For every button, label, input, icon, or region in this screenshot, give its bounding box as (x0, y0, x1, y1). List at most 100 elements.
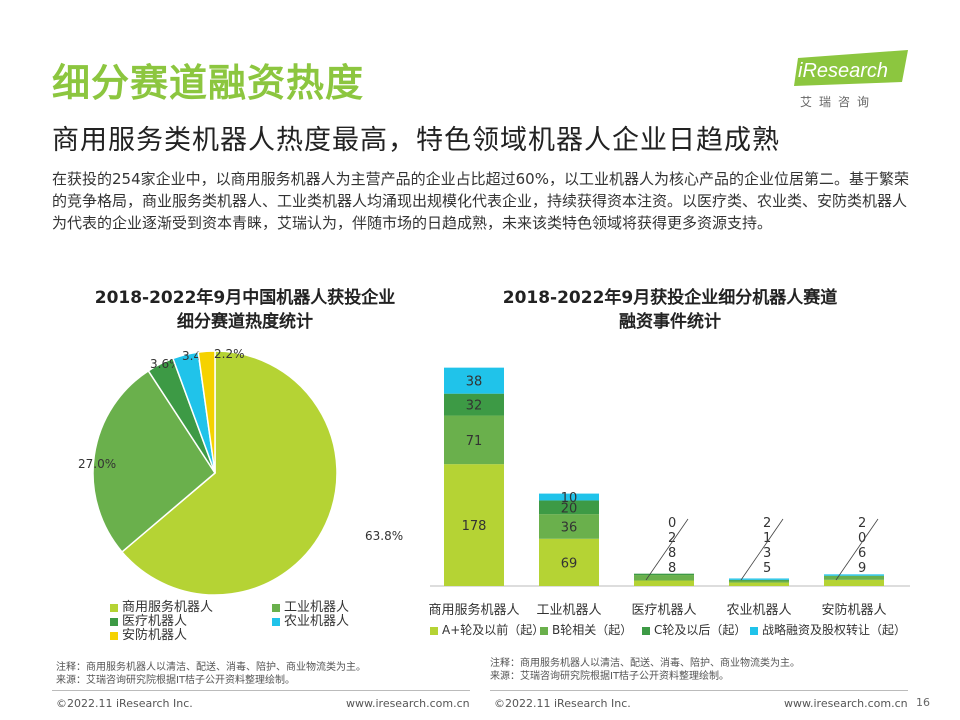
pie-chart: 63.8%27.0%3.6%3.4% 2.2% (78, 347, 403, 595)
pie-chart-title: 2018-2022年9月中国机器人获投企业 细分赛道热度统计 (70, 286, 420, 334)
pie-slice-2 (92, 369, 216, 553)
iresearch-logo (794, 50, 908, 86)
pie-slice-label-1: 63.8% (365, 529, 403, 543)
legend-swatch (110, 631, 118, 640)
footer-copyright-right: ©2022.11 iResearch Inc. (494, 697, 631, 710)
bar-segment-4-4 (729, 578, 789, 580)
bar-leader-line-4 (740, 518, 784, 581)
pie-title-line2: 细分赛道热度统计 (177, 312, 313, 332)
left-source: 来源：艾瑞咨询研究院根据IT桔子公开资料整理绘制。 (56, 675, 296, 686)
bar-segment-2-1 (539, 538, 599, 586)
bar-value-label-2-2: 36 (561, 520, 578, 535)
bar-value-label-1-1: 178 (462, 519, 487, 534)
bar-segment-1-4 (444, 367, 504, 394)
legend-swatch (110, 617, 118, 626)
legend-swatch (430, 626, 438, 635)
bar-category-label-2: 工业机器人 (536, 603, 601, 618)
right-source: 来源：艾瑞咨询研究院根据IT桔子公开资料整理绘制。 (490, 671, 730, 682)
bar-value-label-1-3: 32 (466, 399, 483, 414)
bar-segment-2-2 (539, 514, 599, 539)
right-note: 注释：商用服务机器人以清洁、配送、消毒、陪护、商业物流类为主。 (490, 658, 800, 669)
bar-segment-5-2 (824, 575, 884, 580)
bar-chart-title: 2018-2022年9月获投企业细分机器人赛道 融资事件统计 (470, 286, 870, 334)
page-title: 细分赛道融资热度 (52, 61, 365, 105)
bar-segment-5-4 (824, 574, 884, 576)
legend-label: 安防机器人 (122, 628, 188, 643)
footer-url-right: www.iresearch.com.cn (784, 697, 908, 710)
bar-chart: 178713238商用服务机器人69362010工业机器人0288医疗机器人21… (428, 367, 910, 618)
pie-legend-item-3: 医疗机器人 (110, 610, 187, 629)
bar-segment-5-1 (824, 579, 884, 586)
legend-swatch (750, 626, 758, 635)
pie-legend-item-5: 安防机器人 (110, 624, 187, 643)
legend-label: 商用服务机器人 (122, 600, 214, 615)
legend-swatch (272, 603, 280, 612)
bar-legend-item-3: C轮及以后（起） (642, 621, 746, 638)
page-subtitle: 商用服务类机器人热度最高，特色领域机器人企业日趋成熟 (52, 125, 780, 156)
footer-copyright-left: ©2022.11 iResearch Inc. (56, 697, 193, 710)
bar-segment-3-2 (634, 575, 694, 581)
bar-category-label-3: 医疗机器人 (631, 603, 696, 618)
bar-legend-item-4: 战略融资及股权转让（起） (750, 621, 906, 638)
bar-segment-2-4 (539, 493, 599, 501)
bar-value-label-3-1: 8 (668, 561, 676, 576)
pie-slice-label-5: 2.2% (214, 347, 245, 361)
bar-value-label-3-3: 2 (668, 531, 676, 546)
legend-label: 战略融资及股权转让（起） (762, 623, 907, 637)
body-paragraph: 在获投的254家企业中，以商用服务机器人为主营产品的企业占比超过60%，以工业机… (52, 170, 909, 232)
legend-swatch (272, 617, 280, 626)
bar-segment-4-3 (729, 579, 789, 581)
bar-value-label-1-4: 38 (466, 375, 483, 390)
bar-leader-line-3 (645, 518, 689, 581)
bar-segment-2-3 (539, 500, 599, 515)
bar-segment-4-1 (729, 582, 789, 586)
bar-value-label-5-3: 0 (858, 531, 866, 546)
pie-title-line1: 2018-2022年9月中国机器人获投企业 (94, 288, 396, 308)
bar-value-label-2-4: 10 (561, 491, 578, 506)
bar-value-label-2-1: 69 (561, 556, 578, 571)
bar-value-label-5-2: 6 (858, 546, 866, 561)
bar-segment-4-2 (729, 580, 789, 583)
logo-cn-text: 艾瑞咨询 (800, 95, 877, 109)
legend-swatch (540, 626, 548, 635)
bar-segment-1-2 (444, 415, 504, 465)
footer-divider-left (52, 690, 470, 691)
bar-value-label-4-1: 5 (763, 561, 771, 576)
pie-slice-label-2: 27.0% (78, 457, 116, 471)
bar-segment-1-1 (444, 464, 504, 586)
legend-label: C轮及以后（起） (654, 623, 747, 637)
bar-value-label-4-4: 2 (763, 516, 771, 531)
logo-text: iResearch (798, 60, 889, 82)
bar-value-label-5-4: 2 (858, 516, 866, 531)
legend-label: B轮相关（起） (552, 623, 633, 637)
page-number: 16 (916, 696, 930, 709)
pie-slice-5 (197, 350, 216, 474)
bar-value-label-2-3: 20 (561, 501, 578, 516)
pie-slice-label-3: 3.6% (150, 357, 181, 371)
bar-category-label-4: 农业机器人 (726, 603, 791, 618)
bar-legend-item-2: B轮相关（起） (540, 621, 632, 638)
bar-category-label-5: 安防机器人 (821, 602, 886, 618)
bar-value-label-5-1: 9 (858, 561, 866, 576)
legend-label: 农业机器人 (284, 614, 350, 629)
left-note: 注释：商用服务机器人以清洁、配送、消毒、陪护、商业物流类为主。 (56, 662, 366, 673)
bar-value-label-3-2: 8 (668, 546, 676, 561)
bar-category-label-1: 商用服务机器人 (428, 602, 519, 618)
bar-segment-1-3 (444, 393, 504, 416)
bar-legend-item-1: A+轮及以前（起） (430, 621, 544, 638)
bar-legend: A+轮及以前（起） B轮相关（起） C轮及以后（起） 战略融资及股权转让（起） (420, 621, 920, 639)
bar-segment-3-1 (634, 580, 694, 586)
bar-value-label-4-2: 3 (763, 546, 771, 561)
legend-swatch (642, 626, 650, 635)
pie-legend-item-4: 农业机器人 (272, 610, 349, 629)
bar-title-line2: 融资事件统计 (619, 312, 721, 332)
pie-legend-item-1: 商用服务机器人 (110, 596, 213, 615)
pie-slice-1 (120, 350, 338, 595)
bar-title-line1: 2018-2022年9月获投企业细分机器人赛道 (502, 288, 838, 308)
bar-segment-3-3 (634, 573, 694, 576)
legend-label: 医疗机器人 (122, 614, 188, 629)
legend-swatch (110, 603, 118, 612)
pie-legend: 商用服务机器人 工业机器人 医疗机器人 农业机器人 安防机器人 (110, 596, 370, 643)
bar-leader-line-5 (835, 518, 879, 581)
footer-divider-right (490, 690, 908, 691)
